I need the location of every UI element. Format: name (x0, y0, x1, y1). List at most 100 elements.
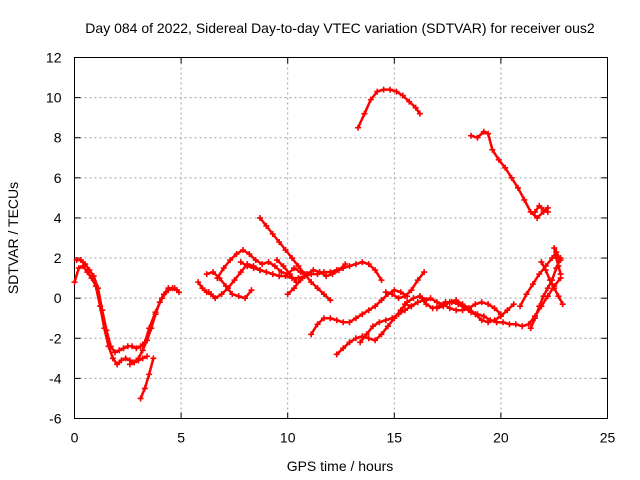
data-point (126, 361, 133, 368)
series-arc-7 (203, 269, 255, 302)
data-point (406, 98, 413, 105)
data-point (382, 289, 389, 296)
data-point (433, 305, 440, 312)
data-point (161, 291, 168, 298)
data-point (203, 271, 210, 278)
data-point (359, 311, 366, 318)
data-point (517, 303, 524, 310)
data-point (276, 273, 283, 280)
data-point (239, 247, 246, 254)
data-point (205, 289, 212, 296)
data-point (303, 271, 310, 278)
data-point (116, 347, 123, 354)
data-point (380, 86, 387, 93)
data-point (540, 206, 547, 213)
y-tick-label: 10 (46, 90, 62, 106)
data-point (274, 257, 281, 264)
data-point (544, 285, 551, 292)
data-point (310, 267, 317, 274)
data-point (99, 307, 106, 314)
x-tick-label: 15 (387, 430, 403, 446)
series-trace (403, 296, 503, 316)
data-point (214, 275, 221, 282)
data-point (538, 259, 545, 266)
data-point (288, 255, 295, 262)
data-point (112, 349, 119, 356)
data-point (512, 321, 519, 328)
data-point (218, 291, 225, 298)
data-point (295, 263, 302, 270)
data-point (372, 267, 379, 274)
data-point (489, 146, 496, 153)
series-trace (358, 300, 420, 344)
data-point (135, 355, 142, 362)
data-point (414, 277, 421, 284)
data-point (237, 269, 244, 276)
data-point (519, 323, 526, 330)
x-tick-label: 20 (493, 430, 509, 446)
data-point (314, 321, 321, 328)
series-trace (275, 258, 298, 284)
data-point (114, 361, 121, 368)
data-point (233, 251, 240, 258)
data-point (472, 301, 479, 308)
data-point (551, 285, 558, 292)
series-arc-21 (468, 128, 551, 221)
data-point (256, 267, 263, 274)
data-point (395, 295, 402, 302)
data-point (199, 285, 206, 292)
data-point (474, 134, 481, 141)
data-point (120, 345, 127, 352)
data-point (361, 110, 368, 117)
x-tick-label: 5 (177, 430, 185, 446)
data-point (71, 279, 78, 286)
data-point (229, 291, 236, 298)
data-point (485, 130, 492, 137)
data-point (118, 357, 125, 364)
data-point (237, 259, 244, 266)
data-point (536, 271, 543, 278)
data-point (521, 196, 528, 203)
data-point (327, 297, 334, 304)
data-point (103, 327, 110, 334)
y-tick-label: 8 (54, 130, 62, 146)
chart-title: Day 084 of 2022, Sidereal Day-to-day VTE… (85, 20, 595, 36)
data-point (150, 355, 157, 362)
series-trace (309, 288, 409, 336)
data-point (256, 214, 263, 221)
data-point (363, 331, 370, 338)
data-point (210, 269, 217, 276)
data-point (329, 271, 336, 278)
data-point (137, 395, 144, 402)
data-point (327, 315, 334, 322)
data-point (212, 295, 219, 302)
series-arc-11 (284, 261, 349, 298)
data-point (557, 271, 564, 278)
data-point (248, 287, 255, 294)
data-point (291, 265, 298, 272)
data-point (284, 291, 291, 298)
y-tick-label: 12 (46, 50, 62, 66)
data-point (129, 343, 136, 350)
data-point (346, 319, 353, 326)
data-point (374, 88, 381, 95)
data-point (271, 263, 278, 270)
data-point (352, 261, 359, 268)
data-point (527, 325, 534, 332)
data-point (320, 315, 327, 322)
series-arc-20 (433, 297, 517, 326)
data-point (335, 267, 342, 274)
data-point (269, 230, 276, 237)
data-point (291, 285, 298, 292)
data-point (355, 124, 362, 131)
data-point (141, 385, 148, 392)
data-point (246, 251, 253, 258)
data-point (544, 208, 551, 215)
data-point (440, 303, 447, 310)
data-point (433, 299, 440, 306)
series-trace (533, 204, 550, 214)
data-point (77, 257, 84, 264)
data-point (220, 265, 227, 272)
data-point (372, 303, 379, 310)
data-point (242, 295, 249, 302)
